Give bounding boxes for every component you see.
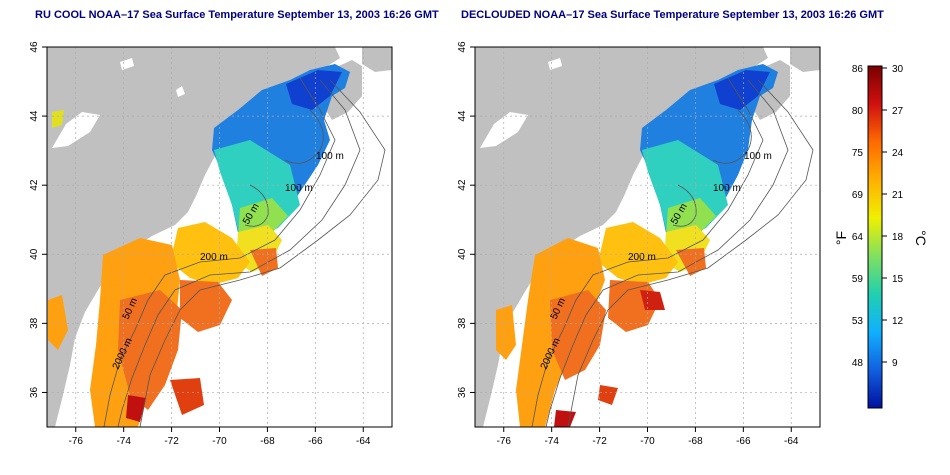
right-map-title: DECLOUDED NOAA–17 Sea Surface Temperatur… — [461, 9, 884, 21]
y-tick-label: 46 — [457, 41, 468, 53]
x-tick-label: -64 — [784, 436, 799, 447]
x-tick-label: -70 — [640, 436, 655, 447]
right-axis-labels: -76 -74 -72 -70 -68 -66 -64 46 44 42 40 38 36 — [457, 41, 799, 447]
svg-text:200 m: 200 m — [628, 252, 656, 263]
svg-text:100 m: 100 m — [316, 151, 344, 162]
x-tick-label: -64 — [356, 436, 371, 447]
left-map-panel: 100 m 100 m 50 m 200 m 50 m 2000 m -76 -7… — [29, 41, 393, 447]
celsius-unit-label: °C — [913, 230, 929, 246]
colorbar-f-tick-label: 48 — [852, 358, 864, 369]
left-axis-ticks — [42, 46, 364, 432]
colorbar-c-tick-label: 18 — [892, 232, 904, 243]
colorbar-celsius-labels: 30 27 24 21 18 15 12 9 — [892, 64, 904, 369]
colorbar-gradient — [867, 65, 883, 409]
colorbar-f-tick-label: 59 — [852, 274, 864, 285]
y-tick-label: 44 — [457, 110, 468, 122]
colorbar-f-tick-label: 80 — [852, 106, 864, 117]
left-axis-labels: -76 -74 -72 -70 -68 -66 -64 46 44 42 40 38 36 — [29, 41, 371, 447]
y-tick-label: 40 — [457, 248, 468, 260]
lat-lon-gridlines — [47, 47, 392, 427]
colorbar-fahrenheit-labels: 86 80 75 69 64 59 53 48 — [852, 64, 864, 369]
sst-data — [48, 64, 350, 427]
y-tick-label: 40 — [29, 248, 40, 260]
x-tick-label: -74 — [544, 436, 559, 447]
colorbar-c-tick-label: 24 — [892, 148, 904, 159]
y-tick-label: 44 — [29, 110, 40, 122]
x-tick-label: -76 — [69, 436, 84, 447]
x-tick-label: -76 — [497, 436, 512, 447]
colorbar-c-tick-label: 9 — [892, 358, 898, 369]
y-tick-label: 36 — [29, 386, 40, 398]
x-tick-label: -74 — [116, 436, 131, 447]
colorbar-f-tick-label: 69 — [852, 190, 864, 201]
colorbar-ticks — [882, 67, 887, 363]
svg-text:100 m: 100 m — [713, 183, 741, 194]
right-map-panel: 100 m 100 m 50 m 200 m 50 m 2000 m -76 -7… — [457, 41, 821, 447]
colorbar-c-tick-label: 27 — [892, 106, 904, 117]
temperature-colorbar: 86 80 75 69 64 59 53 48 30 27 24 21 18 15 12 9 °F °C — [833, 64, 929, 409]
fahrenheit-unit-label: °F — [833, 231, 849, 245]
x-tick-label: -66 — [308, 436, 323, 447]
colorbar-f-tick-label: 86 — [852, 64, 864, 75]
bathymetry-contours — [103, 77, 386, 427]
right-axis-ticks — [470, 46, 792, 432]
y-tick-label: 38 — [29, 317, 40, 329]
x-tick-label: -68 — [260, 436, 275, 447]
y-tick-label: 42 — [29, 179, 40, 191]
colorbar-c-tick-label: 21 — [892, 190, 904, 201]
sst-data — [496, 64, 778, 427]
left-map-title: RU COOL NOAA–17 Sea Surface Temperature … — [35, 9, 439, 21]
colorbar-c-tick-label: 30 — [892, 64, 904, 75]
colorbar-c-tick-label: 15 — [892, 274, 904, 285]
colorbar-f-tick-label: 64 — [852, 232, 864, 243]
svg-text:100 m: 100 m — [744, 151, 772, 162]
y-tick-label: 46 — [29, 41, 40, 53]
colorbar-c-tick-label: 12 — [892, 316, 904, 327]
colorbar-f-tick-label: 75 — [852, 148, 864, 159]
x-tick-label: -66 — [736, 436, 751, 447]
svg-text:200 m: 200 m — [200, 252, 228, 263]
x-tick-label: -72 — [592, 436, 607, 447]
x-tick-label: -68 — [688, 436, 703, 447]
x-tick-label: -70 — [212, 436, 227, 447]
bathymetry-contours — [531, 77, 814, 427]
y-tick-label: 38 — [457, 317, 468, 329]
x-tick-label: -72 — [164, 436, 179, 447]
colorbar-f-tick-label: 53 — [852, 316, 864, 327]
water-bodies — [52, 58, 185, 148]
y-tick-label: 36 — [457, 386, 468, 398]
y-tick-label: 42 — [457, 179, 468, 191]
svg-text:100 m: 100 m — [285, 183, 313, 194]
lat-lon-gridlines — [475, 47, 820, 427]
